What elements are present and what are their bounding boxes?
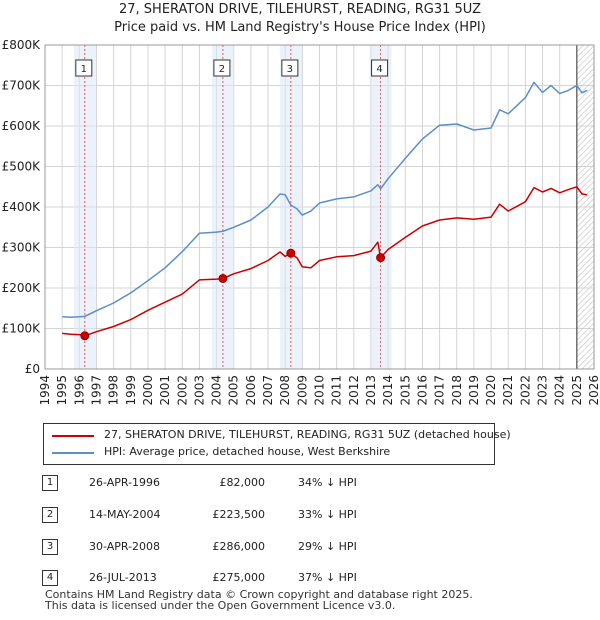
x-tick-label: 1996 — [72, 375, 86, 406]
y-tick-label: £100K — [2, 322, 42, 336]
price-chart: 1 2 3 4 £0 £100K £200K £300K £400K £500K £600K £70… — [2, 38, 600, 406]
chart-title: 27, SHERATON DRIVE, TILEHURST, READING, … — [118, 2, 482, 17]
footer-copyright: Contains HM Land Registry data © Crown c… — [45, 588, 473, 601]
sale-price: £286,000 — [212, 540, 266, 553]
x-tick-label: 2017 — [433, 375, 447, 406]
sale-label-box — [213, 59, 231, 77]
legend-hpi-label: HPI: Average price, detached house, West… — [104, 445, 391, 458]
x-tick-label: 2011 — [330, 375, 344, 406]
table-row: 3 30-APR-2008 £286,000 29% ↓ HPI — [0, 537, 600, 557]
sale-point — [80, 331, 90, 341]
x-tick-label: 2009 — [295, 375, 309, 406]
x-tick-label: 2008 — [278, 375, 292, 406]
x-tick-label: 1999 — [124, 375, 138, 406]
chart-subtitle: Price paid vs. HM Land Registry's House … — [114, 20, 486, 35]
x-tick-label: 2003 — [192, 375, 206, 406]
sale-number: 3 — [42, 539, 58, 555]
x-tick-label: 2002 — [175, 375, 189, 406]
sale-date: 14-MAY-2004 — [89, 508, 161, 521]
sale-point — [376, 253, 386, 263]
x-tick-label: 2016 — [415, 375, 429, 406]
x-tick-label: 1998 — [107, 375, 121, 406]
sale-label-number: 3 — [287, 64, 293, 75]
y-tick-label: £400K — [2, 200, 42, 214]
plot-border — [44, 44, 595, 370]
x-tick-label: 2001 — [158, 375, 172, 406]
x-tick-label: 2010 — [313, 375, 327, 406]
projection-hatch — [576, 45, 594, 369]
table-row: 2 14-MAY-2004 £223,500 33% ↓ HPI — [0, 505, 600, 525]
sale-price: £82,000 — [219, 476, 266, 489]
sale-hpi-diff: 34% ↓ HPI — [298, 476, 357, 489]
x-tick-label: 2000 — [141, 375, 155, 406]
y-tick-label: £500K — [2, 160, 42, 174]
x-tick-label: 2012 — [347, 375, 361, 406]
y-tick-label: £800K — [2, 38, 42, 52]
x-tick-label: 2024 — [553, 375, 567, 406]
sale-number: 1 — [42, 475, 58, 491]
y-tick-label: £700K — [2, 79, 42, 93]
sale-date: 30-APR-2008 — [89, 540, 161, 553]
sale-date: 26-JUL-2013 — [89, 571, 157, 584]
x-tick-label: 2019 — [467, 375, 481, 406]
sale-hpi-diff: 37% ↓ HPI — [298, 571, 357, 584]
legend-property-label: 27, SHERATON DRIVE, TILEHURST, READING, … — [104, 428, 511, 441]
y-tick-label: £600K — [2, 119, 42, 133]
sale-label-box — [75, 59, 93, 77]
x-tick-label: 2004 — [210, 375, 224, 406]
x-tick-label: 1997 — [89, 375, 103, 406]
x-tick-label: 2007 — [261, 375, 275, 406]
table-row: 4 26-JUL-2013 £275,000 37% ↓ HPI — [0, 568, 600, 588]
footer: Contains HM Land Registry data © Crown c… — [45, 589, 473, 611]
x-tick-label: 2006 — [244, 375, 258, 406]
sale-label-number: 4 — [376, 64, 382, 75]
sale-date: 26-APR-1996 — [89, 476, 161, 489]
x-tick-label: 2026 — [587, 375, 600, 406]
sale-price: £223,500 — [212, 508, 266, 521]
sale-point — [218, 273, 228, 283]
sale-hpi-diff: 29% ↓ HPI — [298, 540, 357, 553]
sale-label-box — [281, 59, 299, 77]
x-tick-label: 1995 — [55, 375, 69, 406]
x-tick-label: 1994 — [38, 375, 52, 406]
sale-price: £275,000 — [212, 571, 266, 584]
y-tick-label: £0 — [25, 362, 40, 376]
y-tick-label: £300K — [2, 241, 42, 255]
table-row: 1 26-APR-1996 £82,000 34% ↓ HPI — [0, 473, 600, 493]
legend-hpi-swatch — [52, 452, 94, 454]
sale-point — [286, 248, 296, 258]
x-tick-label: 2022 — [518, 375, 532, 406]
sale-hpi-diff: 33% ↓ HPI — [298, 508, 357, 521]
x-tick-label: 2015 — [398, 375, 412, 406]
hpi-line — [62, 81, 588, 318]
sale-number: 2 — [42, 507, 58, 523]
x-tick-label: 2020 — [484, 375, 498, 406]
sale-label-box — [371, 59, 389, 77]
x-tick-label: 2005 — [227, 375, 241, 406]
x-tick-label: 2025 — [570, 375, 584, 406]
x-tick-label: 2013 — [364, 375, 378, 406]
x-tick-label: 2014 — [381, 375, 395, 406]
legend: 27, SHERATON DRIVE, TILEHURST, READING, … — [43, 423, 511, 465]
sale-label-number: 1 — [81, 64, 87, 75]
property-price-line — [62, 186, 588, 337]
footer-licence: This data is licensed under the Open Gov… — [45, 599, 396, 612]
x-tick-label: 2023 — [536, 375, 550, 406]
x-tick-label: 2018 — [450, 375, 464, 406]
legend-property-swatch — [52, 435, 94, 437]
sale-label-number: 2 — [219, 64, 225, 75]
y-tick-label: £200K — [2, 281, 42, 295]
x-tick-label: 2021 — [501, 375, 515, 406]
sale-number: 4 — [42, 570, 58, 586]
